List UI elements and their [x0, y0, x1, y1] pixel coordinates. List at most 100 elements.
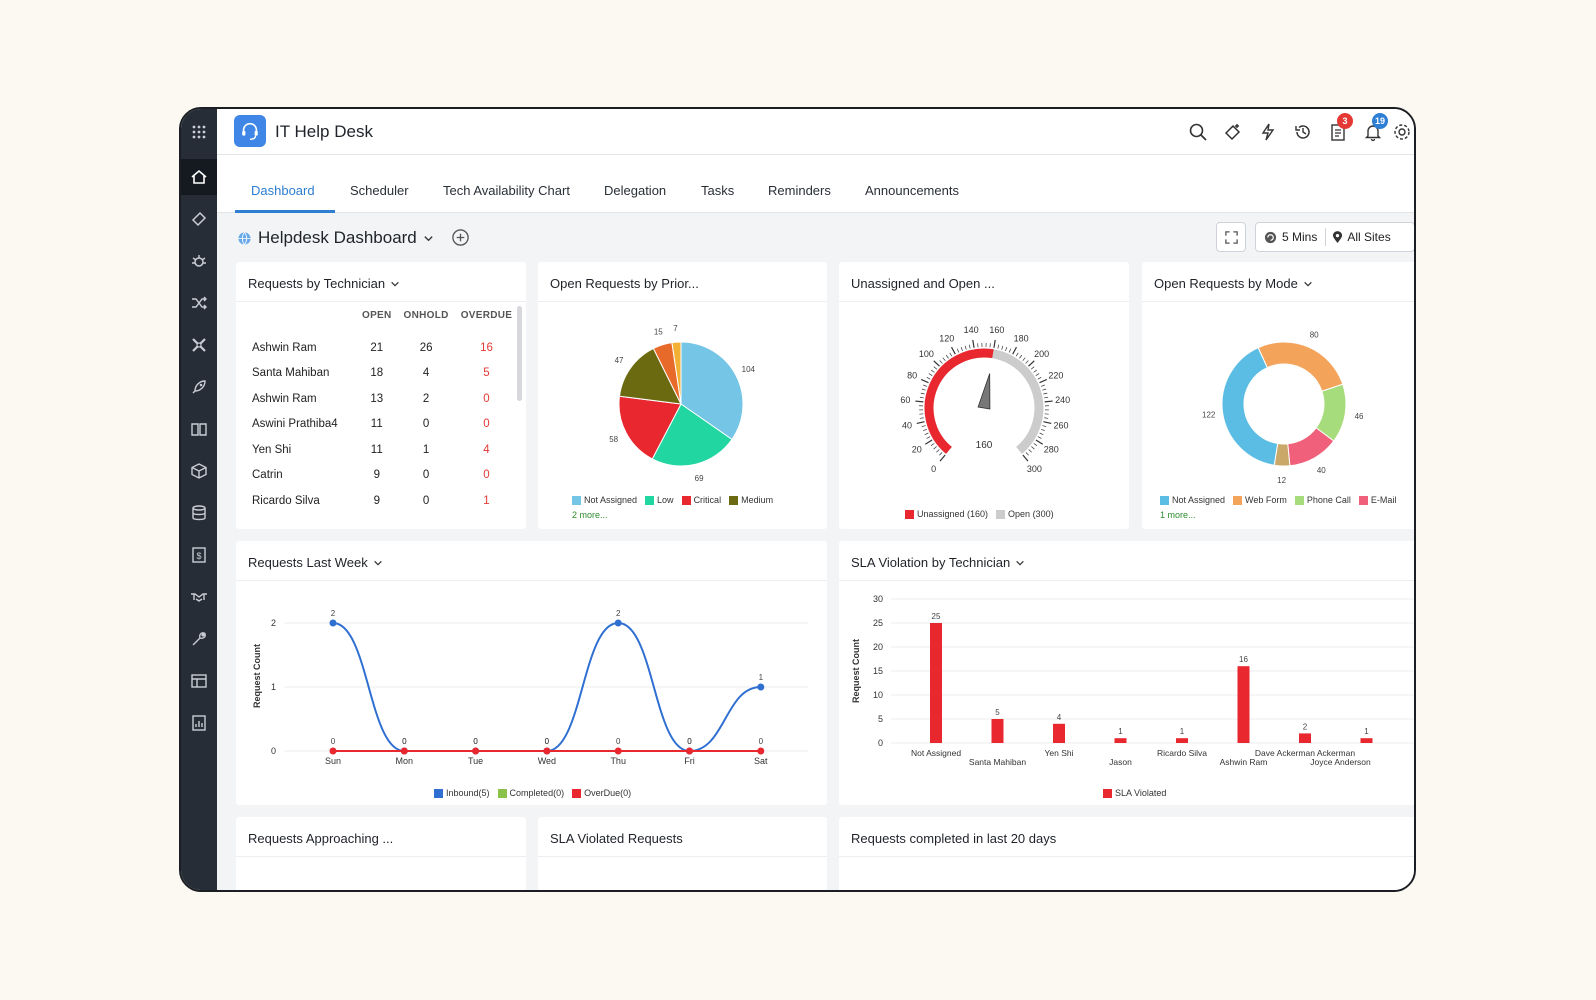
tab-reminders[interactable]: Reminders: [768, 183, 831, 198]
legend-item[interactable]: OverDue(0): [572, 788, 631, 798]
widget-header[interactable]: Requests Last Week: [236, 541, 827, 581]
data-point: [757, 683, 765, 691]
lightning-icon[interactable]: [1250, 117, 1285, 147]
legend-item[interactable]: Open (300): [996, 509, 1054, 519]
site-filter-button[interactable]: All Sites: [1326, 230, 1396, 244]
widget-header[interactable]: Requests Approaching ...: [236, 817, 526, 857]
table-row[interactable]: Ricardo Silva 9 0 1: [246, 488, 518, 514]
gauge-tick: [1022, 454, 1029, 462]
donut-slice: [1273, 442, 1291, 467]
widget-header[interactable]: SLA Violation by Technician: [839, 541, 1414, 581]
widget-header[interactable]: Open Requests by Prior...: [538, 262, 827, 302]
home-icon[interactable]: [181, 159, 217, 195]
legend-label: Not Assigned: [1172, 495, 1226, 505]
tab-tasks[interactable]: Tasks: [701, 183, 735, 198]
report-icon[interactable]: [181, 705, 217, 741]
settings-icon[interactable]: [1390, 117, 1414, 147]
handshake-icon[interactable]: [181, 579, 217, 615]
mode-donut-chart: 122 80 46 40 12: [1202, 330, 1364, 485]
widget-requests-last-week: Requests Last Week 0 1 2 Request Count Sun Mo…: [236, 541, 827, 805]
onhold-count: 0: [422, 469, 430, 482]
data-label: 5: [995, 708, 1000, 717]
search-icon[interactable]: [1180, 117, 1215, 147]
legend-item[interactable]: Not Assigned: [1160, 495, 1225, 505]
data-label: 0: [616, 737, 621, 746]
site-filter-value: All Sites: [1347, 230, 1391, 244]
tab-tech-availability-chart[interactable]: Tech Availability Chart: [443, 183, 570, 198]
new-ticket-icon[interactable]: [1215, 117, 1250, 147]
widget-header[interactable]: Open Requests by Mode: [1142, 262, 1414, 302]
open-count: 21: [370, 341, 384, 354]
gauge-tick-label: 0: [931, 464, 936, 474]
tab-scheduler[interactable]: Scheduler: [350, 183, 409, 198]
shuffle-icon[interactable]: [181, 285, 217, 321]
tab-delegation[interactable]: Delegation: [604, 183, 667, 198]
legend-item[interactable]: Medium: [729, 495, 773, 505]
cube-icon[interactable]: [181, 453, 217, 489]
data-label: 0: [473, 737, 478, 746]
rocket-icon[interactable]: [181, 369, 217, 405]
fullscreen-button[interactable]: [1216, 222, 1246, 252]
legend-item[interactable]: Critical: [681, 495, 721, 505]
legend-item[interactable]: Low: [645, 495, 674, 505]
database-icon[interactable]: [181, 495, 217, 531]
legend-item[interactable]: Phone Call: [1294, 495, 1351, 505]
y-tick-label: 2: [271, 618, 276, 628]
gauge-tick-label: 20: [912, 444, 922, 454]
open-count: 11: [370, 443, 383, 456]
history-icon[interactable]: [1285, 117, 1320, 147]
mode-more-link[interactable]: 1 more...: [1160, 510, 1196, 520]
legend-item[interactable]: Inbound(5): [434, 788, 490, 798]
gauge-unassigned-band: [924, 348, 994, 454]
refresh-interval-button[interactable]: 5 Mins: [1256, 228, 1327, 246]
refresh-icon: [1264, 231, 1277, 243]
x-tick-label: Wed: [538, 756, 556, 766]
table-row[interactable]: Yen Shi 11 1 4: [246, 437, 518, 463]
tasks-icon[interactable]: 3: [1320, 113, 1355, 147]
bug-icon[interactable]: [181, 243, 217, 279]
legend-item[interactable]: Unassigned (160): [905, 509, 988, 519]
donut-slice: [1221, 346, 1279, 466]
table-row[interactable]: Catrin 9 0 0: [246, 463, 518, 489]
ticket-icon[interactable]: [181, 201, 217, 237]
notification-icon[interactable]: 19: [1355, 113, 1390, 147]
invoice-icon[interactable]: $: [181, 537, 217, 573]
wrench-icon[interactable]: [181, 621, 217, 657]
legend-swatch: [996, 509, 1006, 519]
legend-item[interactable]: SLA Violated: [1103, 788, 1166, 798]
tab-dashboard[interactable]: Dashboard: [251, 183, 315, 198]
data-label: 0: [402, 737, 407, 746]
widget-header[interactable]: Requests by Technician: [236, 262, 526, 302]
layout-icon[interactable]: [181, 663, 217, 699]
gauge-tick-label: 200: [1034, 349, 1049, 359]
widget-header[interactable]: Unassigned and Open ...: [839, 262, 1129, 302]
fullscreen-icon: [1224, 230, 1238, 244]
table-row[interactable]: Ashwin Ram 13 2 0: [246, 386, 518, 412]
gauge-tick: [1025, 452, 1029, 456]
widget-header[interactable]: Requests completed in last 20 days: [839, 817, 1414, 857]
table-row[interactable]: Aswini Prathiba4 11 0 0: [246, 412, 518, 438]
add-widget-icon[interactable]: [451, 228, 470, 252]
legend-item[interactable]: Not Assigned: [572, 495, 637, 505]
gauge-tick: [1044, 400, 1053, 403]
gauge-tick: [1008, 348, 1012, 353]
legend-item[interactable]: E-Mail: [1358, 495, 1396, 505]
priority-more-link[interactable]: 2 more...: [572, 510, 608, 520]
dashboard-selector[interactable]: Helpdesk Dashboard: [237, 228, 434, 248]
onhold-count: 2: [422, 392, 430, 405]
table-scrollbar[interactable]: [517, 306, 522, 401]
tools-icon[interactable]: [181, 327, 217, 363]
apps-grid-icon[interactable]: [181, 114, 217, 150]
tab-announcements[interactable]: Announcements: [865, 183, 959, 198]
book-icon[interactable]: [181, 411, 217, 447]
legend-item[interactable]: Web Form: [1233, 495, 1287, 505]
bar-chart-legend: SLA Violated: [1103, 788, 1166, 798]
widget-requests-approaching: Requests Approaching ...: [236, 817, 526, 890]
table-row[interactable]: Ashwin Ram 21 26 16: [246, 335, 518, 361]
x-tick-label: Sun: [325, 756, 341, 766]
widget-header[interactable]: SLA Violated Requests: [538, 817, 827, 857]
legend-item[interactable]: Completed(0): [497, 788, 564, 798]
pie-slice: [618, 347, 682, 405]
gauge-chart: 0 20 40 60 80 100 120 140 160 180 200 220 240 260 2803…: [900, 325, 1070, 474]
table-row[interactable]: Santa Mahiban 18 4 5: [246, 361, 518, 387]
